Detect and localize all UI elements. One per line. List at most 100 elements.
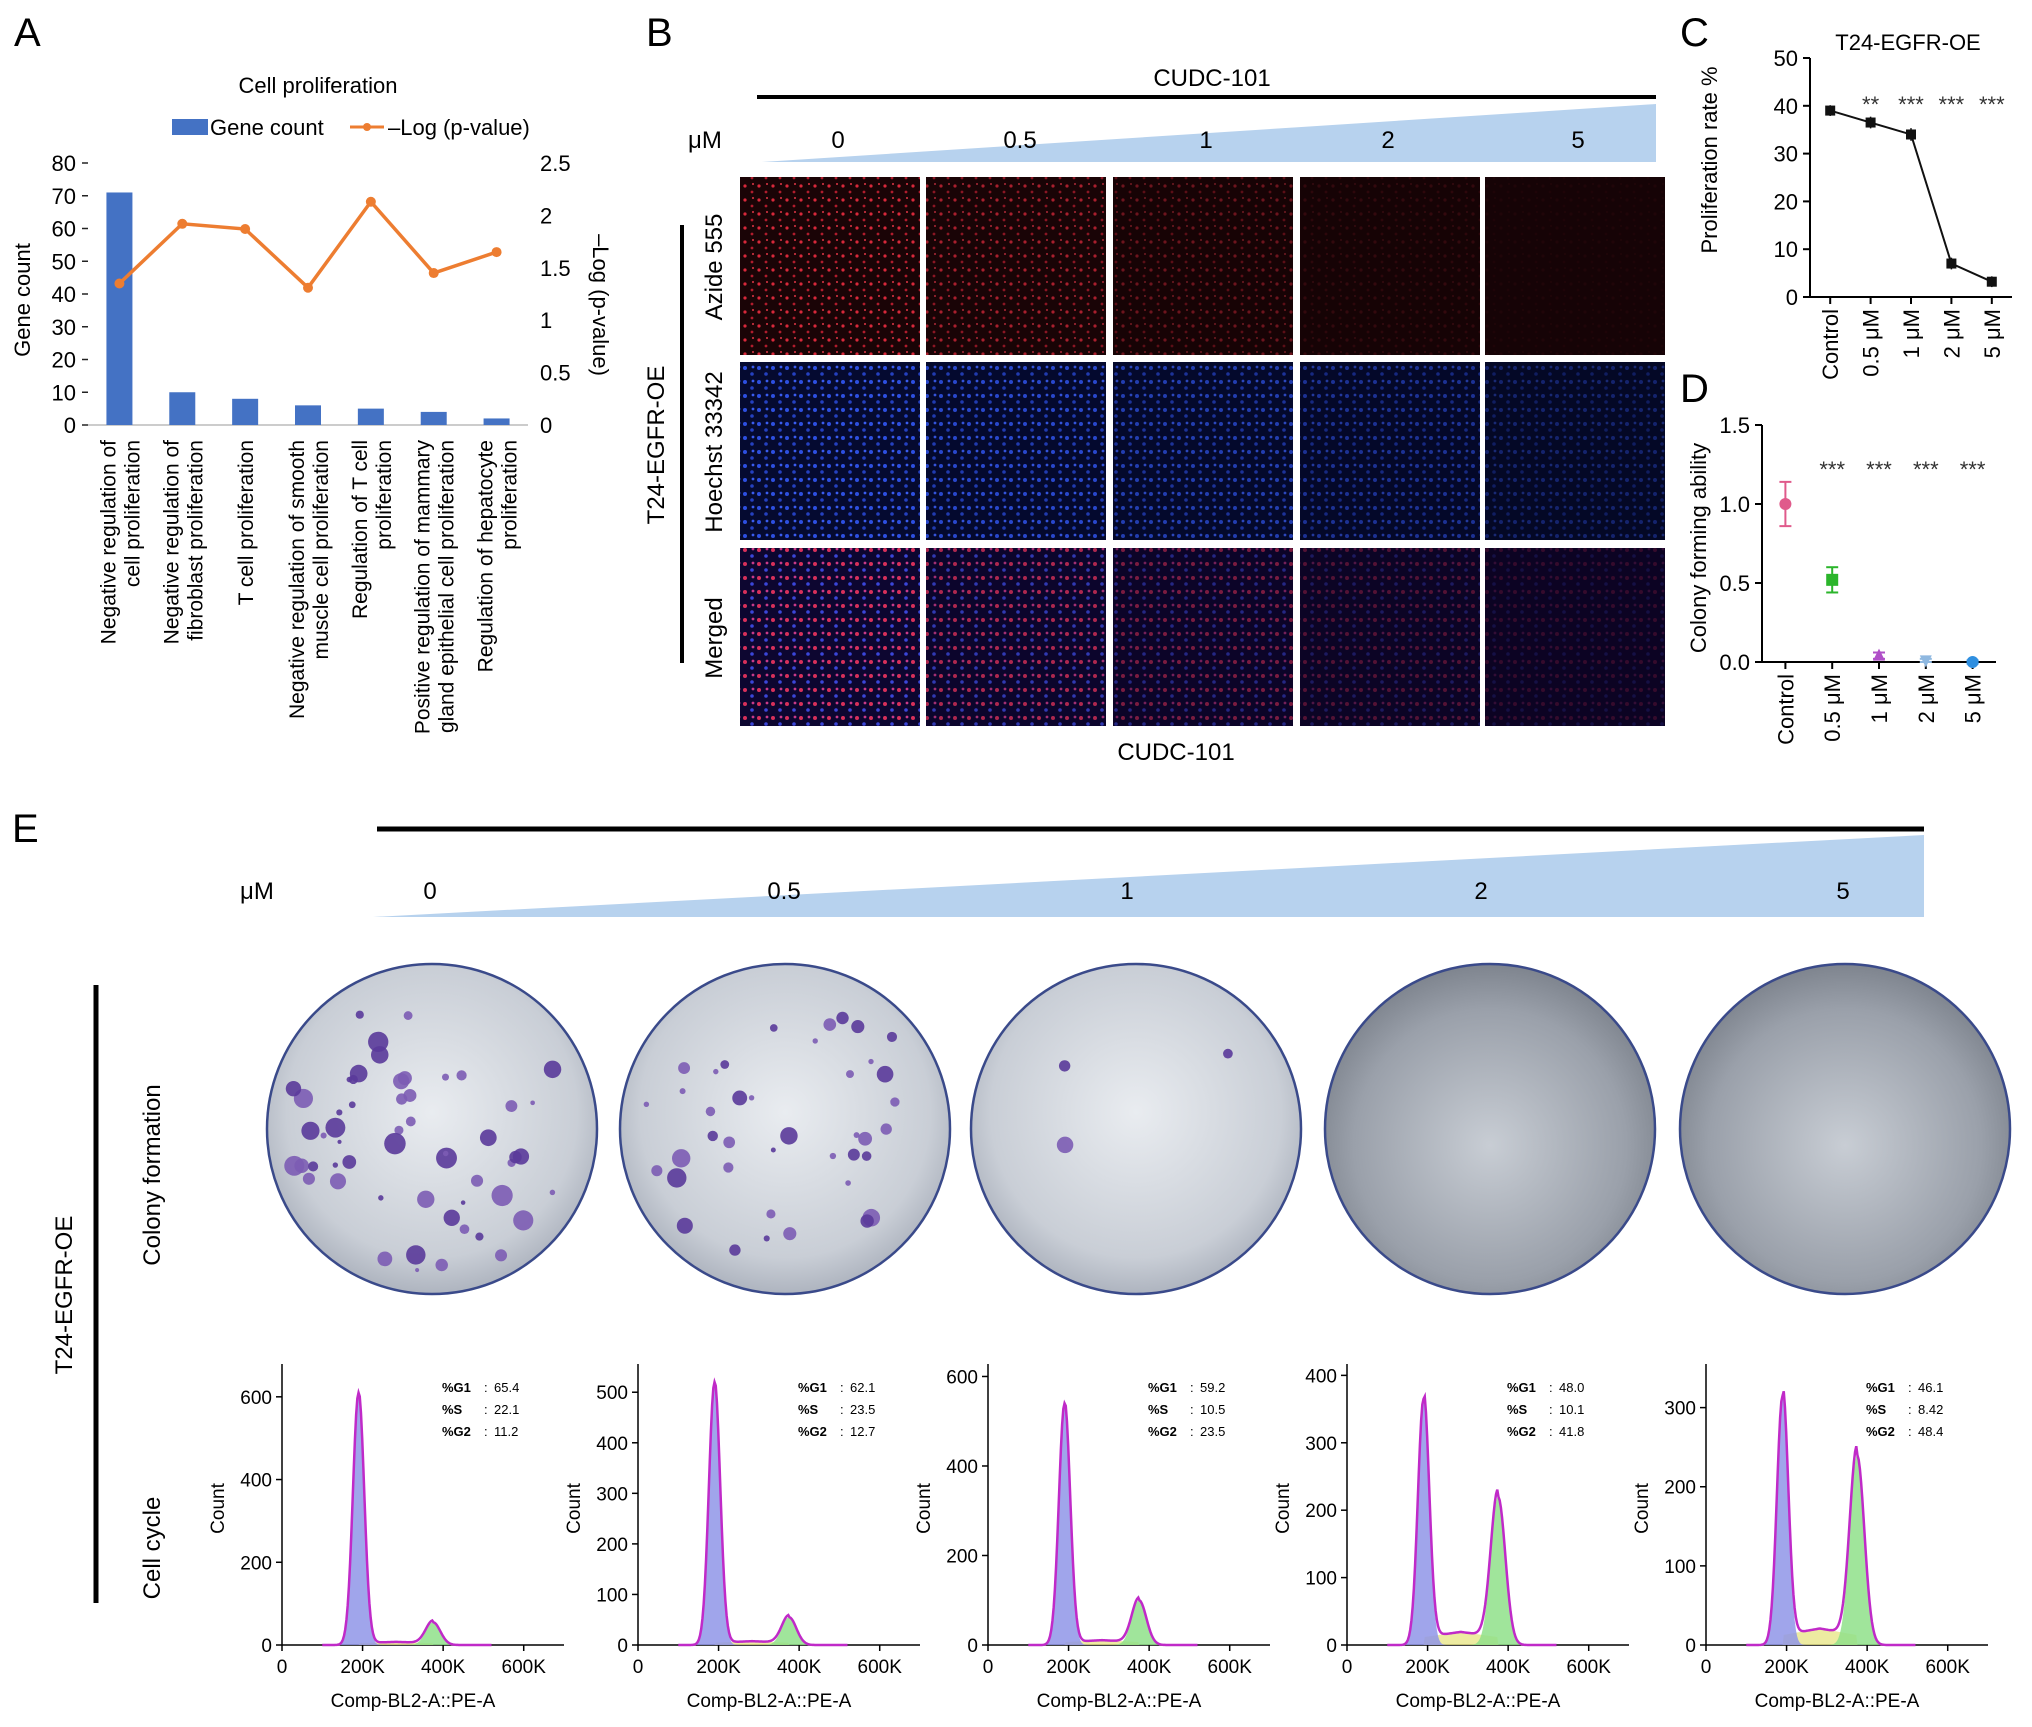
colony-dot xyxy=(384,1132,406,1155)
colony-dot xyxy=(836,1011,849,1025)
hist-xtick-label: 0 xyxy=(1342,1657,1353,1678)
colony-dot xyxy=(325,1117,346,1138)
ytick-label: 50 xyxy=(1774,46,1798,71)
panel-a-bars xyxy=(106,192,510,425)
category-label-line: Negative regulation of smooth xyxy=(286,440,309,719)
panel-label-d: D xyxy=(1680,367,1709,411)
hist-stat-value: 10.1 xyxy=(1559,1402,1584,1417)
panel-b-row-label: Hoechst 33342 xyxy=(701,371,728,532)
micrograph-density-overlay xyxy=(1113,362,1293,540)
xtick-label: 5 μM xyxy=(1961,674,1986,723)
colony-dot xyxy=(732,1090,748,1106)
panel-e-dose-wedge xyxy=(373,835,1924,917)
hist-stat-value: 41.8 xyxy=(1559,1424,1584,1439)
colony-dot xyxy=(676,1217,693,1234)
panel-c-plot: ** *** *** *** xyxy=(1825,92,2005,288)
hist-ytick-label: 400 xyxy=(946,1457,978,1478)
panel-b-dose-label: 2 xyxy=(1381,127,1394,154)
pvalue-line xyxy=(118,198,498,291)
hist-xlabel: Comp-BL2-A::PE-A xyxy=(1037,1691,1202,1712)
panel-e-doses: 0 0.5 1 2 5 xyxy=(423,878,1849,905)
significance-label: *** xyxy=(1979,92,2005,117)
colony-dot xyxy=(378,1195,384,1201)
hist-ytick-label: 0 xyxy=(617,1636,628,1657)
colony-dot xyxy=(679,1088,686,1095)
colony-dot xyxy=(470,1174,484,1187)
hist-stat-name: %S xyxy=(798,1402,819,1417)
hist-stat-name: %G1 xyxy=(1148,1380,1177,1395)
hist-xtick-label: 200K xyxy=(1405,1657,1450,1678)
hist-stat-colon: : xyxy=(1190,1402,1194,1417)
hist-xtick-label: 400K xyxy=(1127,1657,1172,1678)
hist-ylabel: Count xyxy=(1632,1482,1653,1533)
proliferation-point xyxy=(1906,129,1916,140)
gene-count-bar xyxy=(420,411,447,425)
hist-stat-colon: : xyxy=(1190,1380,1194,1395)
hist-ytick-label: 200 xyxy=(240,1553,272,1574)
ytick-label: 0 xyxy=(1786,285,1798,310)
significance-label: *** xyxy=(1939,92,1965,117)
panel-a-title: Cell proliferation xyxy=(239,73,398,98)
colony-dot xyxy=(302,1172,315,1185)
proliferation-point xyxy=(1865,117,1876,128)
colony-dot xyxy=(456,1070,467,1081)
hist-stat-name: %G2 xyxy=(1866,1424,1895,1439)
colony-dot xyxy=(678,1062,691,1075)
micrograph-tile xyxy=(1300,362,1480,540)
gene-count-bar xyxy=(106,192,133,425)
hist-stat-name: %G1 xyxy=(442,1380,471,1395)
ytick-label: 20 xyxy=(1774,189,1798,214)
panel-e-row-cycle: Cell cycle xyxy=(139,1497,166,1600)
panel-c-title: T24-EGFR-OE xyxy=(1835,30,1980,55)
colony-dot xyxy=(543,1060,562,1079)
micrograph-tile xyxy=(740,362,920,540)
colony-dot xyxy=(860,1214,874,1228)
colony-dot xyxy=(876,1065,894,1083)
hist-xtick-label: 400K xyxy=(777,1657,822,1678)
gene-count-bar xyxy=(232,398,259,425)
ytick-right-label: 0.5 xyxy=(540,361,571,386)
colony-dot xyxy=(285,1080,302,1097)
colony-dot xyxy=(729,1244,741,1256)
panel-c-ylabel: Proliferation rate % xyxy=(1697,66,1722,253)
category-label: Negative regulation of cell proliferation xyxy=(97,440,144,644)
colony-dot xyxy=(549,1189,556,1196)
hist-stat-colon: : xyxy=(1908,1424,1912,1439)
hist-ytick-label: 300 xyxy=(596,1484,628,1505)
panel-c-axes: 0 10 20 30 40 50 Control 0.5 μM 1 μM 2 μM 5 μM xyxy=(1774,46,2012,380)
hist-stat-colon: : xyxy=(484,1424,488,1439)
culture-plate xyxy=(1323,962,1657,1296)
legend-bar-swatch xyxy=(172,119,208,135)
hist-stat-colon: : xyxy=(1549,1380,1553,1395)
colony-dot xyxy=(337,1139,342,1144)
hist-stat-name: %G2 xyxy=(1507,1424,1536,1439)
colony-dot xyxy=(403,1011,413,1020)
ytick-label: 1.5 xyxy=(1719,413,1750,438)
panel-a-ylabel-left: Gene count xyxy=(10,243,35,357)
proliferation-point xyxy=(1825,105,1836,116)
panel-e-plates xyxy=(265,962,2012,1296)
colony-dot xyxy=(505,1100,518,1112)
colony-dot xyxy=(829,1152,837,1160)
colony-dot xyxy=(301,1121,320,1140)
category-label-line: cell proliferation xyxy=(121,440,144,587)
colony-dot xyxy=(377,1251,393,1267)
hist-ytick-label: 0 xyxy=(1685,1636,1696,1657)
panel-e-um-label: μM xyxy=(240,878,274,905)
colony-dot xyxy=(284,1155,305,1176)
panel-b-dose-label: 0.5 xyxy=(1003,127,1036,154)
micrograph-density-overlay xyxy=(1300,362,1480,540)
xtick-label: Control xyxy=(1773,674,1798,745)
colony-point xyxy=(1966,656,1979,668)
hist-ytick-label: 400 xyxy=(1305,1366,1337,1387)
xtick-label: 0.5 μM xyxy=(1820,674,1845,742)
hist-xlabel: Comp-BL2-A::PE-A xyxy=(1396,1691,1561,1712)
hist-xtick-label: 600K xyxy=(858,1657,903,1678)
colony-dot xyxy=(443,1209,460,1226)
category-label: T cell proliferation xyxy=(235,440,258,605)
colony-dot xyxy=(723,1136,736,1149)
colony-dot xyxy=(475,1232,484,1241)
colony-dot xyxy=(720,1060,730,1069)
